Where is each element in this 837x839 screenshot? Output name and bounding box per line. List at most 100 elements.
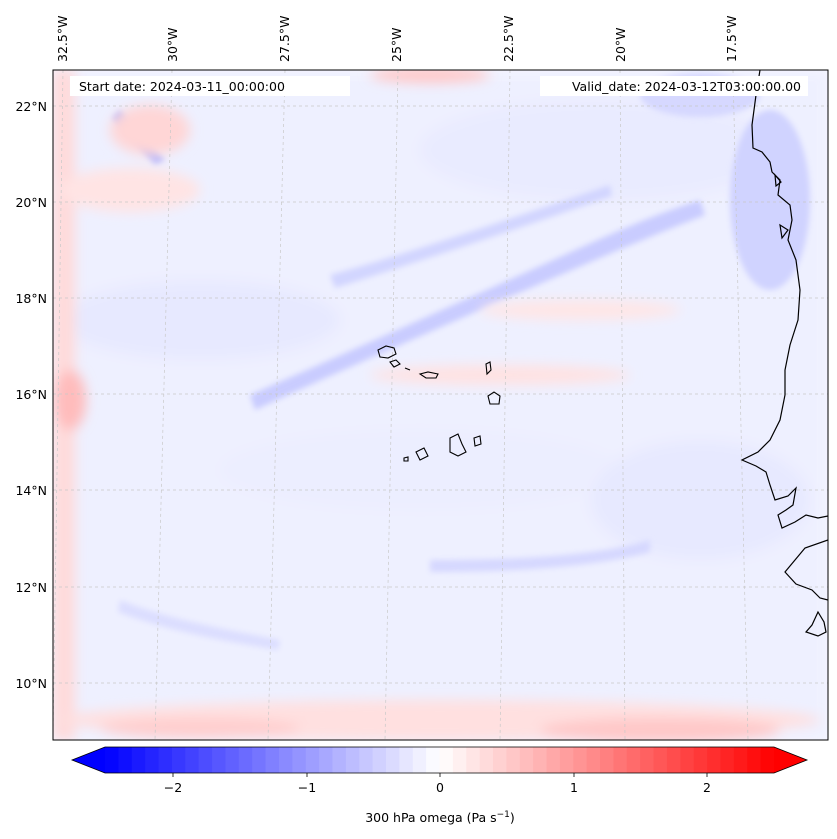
colorbar-tick-label: 0 [436,780,444,795]
colorbar-segment [359,747,374,773]
africa-coastline [740,70,828,637]
colorbar-segment [452,747,467,773]
island-boa-vista [487,391,501,405]
colorbar-segment [426,747,441,773]
colorbar-segment [653,747,668,773]
colorbar-segment [720,747,735,773]
colorbar-segment [640,747,655,773]
lon-label-32-5w: 32.5°W [55,16,70,62]
colorbar-segment [412,747,427,773]
omega-field [53,70,828,740]
lat-label-14n: 14°N [15,483,47,498]
colorbar-segment [292,747,307,773]
coast-fragment [779,223,789,240]
colorbar-segment [131,747,146,773]
colorbar-segment [666,747,681,773]
colorbar-segment [559,747,574,773]
valid-date-label: Valid_date: 2024-03-12T03:00:00.00 [572,79,801,94]
colorbar-segment [519,747,534,773]
colorbar-segment [332,747,347,773]
colorbar-segment [586,747,601,773]
colorbar-tick-label: −2 [164,780,182,795]
island-sao-vicente [389,359,401,368]
map-panel [52,69,829,741]
colorbar-segment [439,747,454,773]
colorbar-label: 300 hPa omega (Pa s−1) [365,810,515,825]
colorbar-segment [158,747,173,773]
colorbar-segment [225,747,240,773]
colorbar-segment [198,747,213,773]
colorbar-segment [680,747,695,773]
colorbar-max-extend [774,747,807,773]
coast-fragment [774,173,782,188]
colorbar-segment [305,747,320,773]
lon-label-27-5w: 27.5°W [277,16,292,62]
cape-verde-islands [377,345,501,462]
colorbar-segment [345,747,360,773]
colorbar-segment [212,747,227,773]
lon-label-20w: 20°W [613,27,628,62]
colorbar-segment [733,747,748,773]
colorbar-segments [105,747,775,773]
colorbar-tick-label: 1 [570,780,578,795]
lon-label-25w: 25°W [389,27,404,62]
lat-label-12n: 12°N [15,580,47,595]
colorbar-segment [399,747,414,773]
island-santa-luzia [404,367,411,371]
colorbar-segment [185,747,200,773]
island-maio [473,435,482,447]
colorbar-segment [171,747,186,773]
coastlines [740,70,828,637]
island-brava [403,456,409,462]
colorbar-outline [70,746,809,774]
colorbar-segment [252,747,267,773]
colorbar-segment [385,747,400,773]
colorbar-segment [573,747,588,773]
colorbar-segment [693,747,708,773]
colorbar-segment [493,747,507,773]
colorbar-segment [118,747,133,773]
island-sal [485,361,492,376]
lat-label-16n: 16°N [15,387,47,402]
lon-label-22-5w: 22.5°W [501,16,516,62]
island-santiago [449,433,467,457]
colorbar-segment [506,747,521,773]
colorbar-segment [278,747,293,773]
colorbar-segment [145,747,160,773]
colorbar-segment [319,747,334,773]
lon-label-30w: 30°W [165,27,180,62]
colorbar-segment [613,747,628,773]
island-sao-nicolau [418,371,439,379]
colorbar: −2 −1 0 1 2 300 hPa omega (Pa s−1) [70,746,809,825]
colorbar-segment [533,747,548,773]
lat-label-18n: 18°N [15,291,47,306]
colorbar-segment [546,747,561,773]
colorbar-min-extend [72,747,105,773]
map-frame [52,69,829,741]
lat-label-10n: 10°N [15,676,47,691]
colorbar-tick-label: 2 [703,780,711,795]
graticule [53,70,828,740]
colorbar-segment [626,747,641,773]
colorbar-segment [707,747,722,773]
colorbar-tick-label: −1 [298,780,316,795]
colorbar-segment [105,747,119,773]
start-date-label: Start date: 2024-03-11_00:00:00 [79,79,285,94]
colorbar-segment [238,747,253,773]
colorbar-segment [747,747,762,773]
lat-label-20n: 20°N [15,195,47,210]
island-santo-antao [377,345,397,359]
colorbar-segment [479,747,494,773]
longitude-labels: 32.5°W 30°W 27.5°W 25°W 22.5°W 20°W 17.5… [55,16,739,62]
colorbar-segment [466,747,481,773]
colorbar-segment [372,747,387,773]
colorbar-segment [600,747,615,773]
lat-label-22n: 22°N [15,99,47,114]
latitude-labels: 22°N 20°N 18°N 16°N 14°N 12°N 10°N [15,99,47,691]
colorbar-segment [265,747,280,773]
start-date-box [70,76,350,96]
valid-date-box [540,76,808,96]
island-fogo [415,447,429,461]
colorbar-segment [760,747,775,773]
lon-label-17-5w: 17.5°W [724,16,739,62]
